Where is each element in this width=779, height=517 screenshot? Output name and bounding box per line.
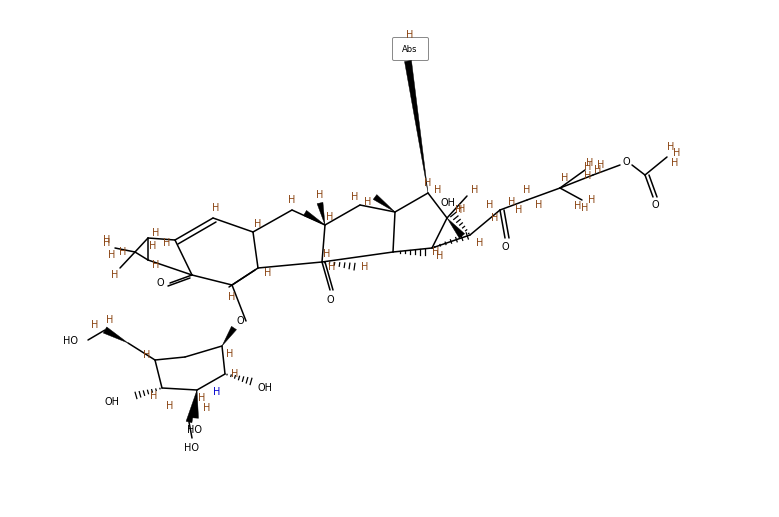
Text: HO: HO <box>188 425 203 435</box>
Text: O: O <box>156 278 164 288</box>
Text: H: H <box>587 158 594 168</box>
Text: H: H <box>104 235 111 245</box>
Text: H: H <box>104 238 111 248</box>
Text: H: H <box>458 204 466 214</box>
Text: H: H <box>213 203 220 213</box>
Text: H: H <box>673 148 681 158</box>
Polygon shape <box>192 390 199 418</box>
Text: H: H <box>111 270 118 280</box>
Polygon shape <box>304 210 325 225</box>
Text: O: O <box>236 316 244 326</box>
Text: H: H <box>455 205 463 215</box>
Text: H: H <box>231 369 238 379</box>
Text: H: H <box>535 200 543 210</box>
Text: H: H <box>425 178 432 188</box>
Text: O: O <box>622 157 629 167</box>
Text: H: H <box>150 391 157 401</box>
Text: OH: OH <box>440 198 456 208</box>
Text: H: H <box>471 185 478 195</box>
Text: H: H <box>264 268 272 278</box>
Text: H: H <box>523 185 530 195</box>
Text: H: H <box>150 241 157 251</box>
Text: H: H <box>143 350 150 360</box>
Text: O: O <box>651 200 659 210</box>
Text: H: H <box>492 213 499 223</box>
Text: H: H <box>432 247 439 257</box>
Text: H: H <box>435 185 442 195</box>
Polygon shape <box>104 327 128 343</box>
Text: H: H <box>153 228 160 238</box>
Text: H: H <box>326 212 333 222</box>
Text: OH: OH <box>105 397 120 407</box>
Text: H: H <box>361 262 368 272</box>
Text: H: H <box>365 197 372 207</box>
Text: H: H <box>516 205 523 215</box>
Text: H: H <box>108 250 116 260</box>
Text: HO: HO <box>185 443 199 453</box>
Text: Abs: Abs <box>402 44 418 53</box>
Polygon shape <box>404 60 428 193</box>
Text: H: H <box>562 173 569 183</box>
Text: H: H <box>203 403 210 413</box>
Text: H: H <box>476 238 484 248</box>
Polygon shape <box>222 326 237 346</box>
Text: H: H <box>316 190 324 200</box>
Text: H: H <box>119 247 127 257</box>
Text: H: H <box>584 171 592 181</box>
Text: H: H <box>668 142 675 152</box>
Text: H: H <box>199 393 206 403</box>
Text: H: H <box>254 219 262 229</box>
Text: H: H <box>597 160 605 170</box>
Text: H: H <box>671 158 679 168</box>
Polygon shape <box>317 202 325 225</box>
Text: H: H <box>581 203 589 213</box>
Text: H: H <box>436 251 444 261</box>
Text: H: H <box>106 315 114 325</box>
Text: H: H <box>323 249 331 259</box>
Polygon shape <box>447 218 465 238</box>
Text: H: H <box>486 200 494 210</box>
Text: H: H <box>509 197 516 207</box>
Text: HO: HO <box>63 336 78 346</box>
Text: H: H <box>153 260 160 270</box>
Text: O: O <box>501 242 509 252</box>
Text: H: H <box>351 192 358 202</box>
Text: H: H <box>166 401 174 411</box>
Text: H: H <box>594 165 601 175</box>
Text: H: H <box>407 30 414 40</box>
Text: H: H <box>288 195 296 205</box>
Text: H: H <box>588 195 596 205</box>
Text: H: H <box>584 162 592 172</box>
Text: H: H <box>328 262 336 272</box>
Text: H: H <box>164 238 171 248</box>
Text: H: H <box>574 201 582 211</box>
Text: OH: OH <box>258 383 273 393</box>
Text: O: O <box>326 295 334 305</box>
Text: H: H <box>227 349 234 359</box>
Text: H: H <box>213 387 220 397</box>
Polygon shape <box>186 390 197 423</box>
FancyBboxPatch shape <box>393 38 428 60</box>
Polygon shape <box>373 194 395 212</box>
Text: H: H <box>228 292 236 302</box>
Text: H: H <box>91 320 99 330</box>
